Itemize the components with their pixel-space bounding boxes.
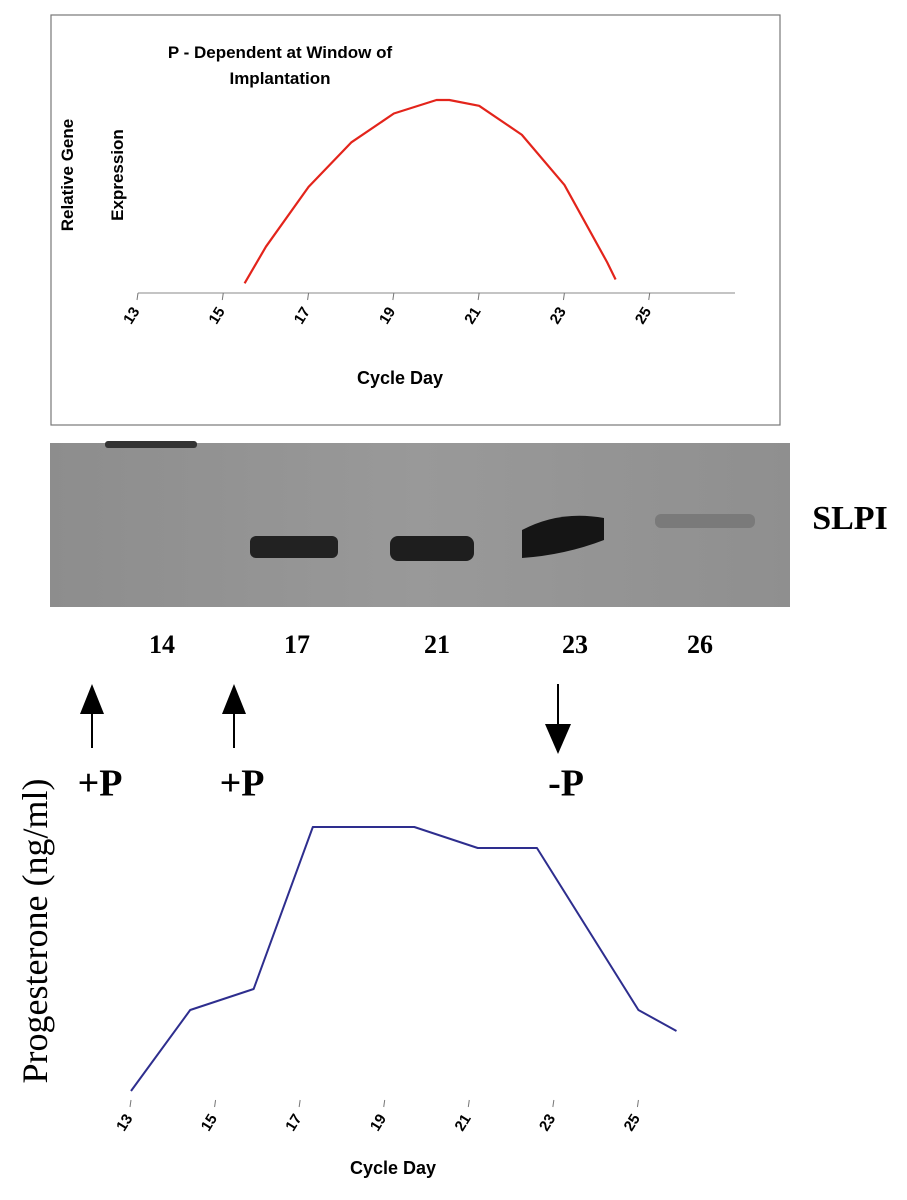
x-tick — [636, 1099, 639, 1108]
lane-label: 26 — [687, 630, 713, 659]
x-tick-label: 21 — [451, 1111, 474, 1134]
x-tick — [477, 292, 480, 301]
x-tick — [467, 1099, 470, 1108]
lane-label: 21 — [424, 630, 450, 659]
x-tick — [648, 292, 651, 301]
x-tick-label: 15 — [198, 1111, 221, 1134]
blot-label: SLPI — [812, 500, 888, 537]
x-axis-label: Cycle Day — [356, 368, 444, 388]
chart-title: P - Dependent at Window of Implantation — [167, 43, 393, 88]
blot-band — [655, 514, 755, 528]
x-tick-label: 25 — [632, 304, 655, 327]
treatment-label: +P — [78, 763, 123, 805]
x-tick — [383, 1099, 386, 1108]
arrow-head — [222, 684, 246, 714]
x-tick-label: 13 — [120, 304, 143, 327]
blot-band — [250, 536, 338, 558]
x-tick — [307, 292, 310, 301]
x-tick-label: 23 — [547, 304, 570, 327]
x-tick-label: 23 — [536, 1111, 559, 1134]
x-tick — [129, 1099, 132, 1108]
x-tick — [392, 292, 395, 301]
data-line — [130, 826, 677, 1092]
blot-band — [105, 441, 197, 448]
x-tick — [214, 1099, 217, 1108]
x-tick-label: 15 — [205, 304, 228, 327]
x-tick-label: 19 — [367, 1111, 390, 1134]
y-axis-label: Relative Gene Expression — [58, 118, 127, 232]
x-tick-label: 17 — [282, 1111, 305, 1134]
x-tick-label: 13 — [113, 1111, 136, 1134]
lane-label: 17 — [284, 630, 310, 659]
x-tick — [136, 292, 139, 301]
x-tick — [562, 292, 565, 301]
x-tick-label: 21 — [461, 304, 484, 327]
top-frame — [50, 14, 781, 426]
x-tick — [552, 1099, 555, 1108]
arrow-head — [80, 684, 104, 714]
treatment-label: -P — [548, 763, 584, 805]
x-tick-label: 19 — [376, 304, 399, 327]
arrow-head — [545, 724, 571, 754]
x-tick-label: 25 — [621, 1111, 644, 1134]
x-tick-label: 17 — [291, 304, 314, 327]
x-axis-label: Cycle Day — [349, 1158, 437, 1178]
treatment-label: +P — [220, 763, 265, 805]
blot-band — [522, 515, 604, 558]
x-tick — [221, 292, 224, 301]
x-tick — [298, 1099, 301, 1108]
blot-band — [390, 536, 474, 561]
lane-label: 14 — [149, 630, 175, 659]
lane-label: 23 — [562, 630, 588, 659]
data-line — [243, 98, 617, 284]
y-axis-label: Progesterone (ng/ml) — [15, 778, 55, 1084]
